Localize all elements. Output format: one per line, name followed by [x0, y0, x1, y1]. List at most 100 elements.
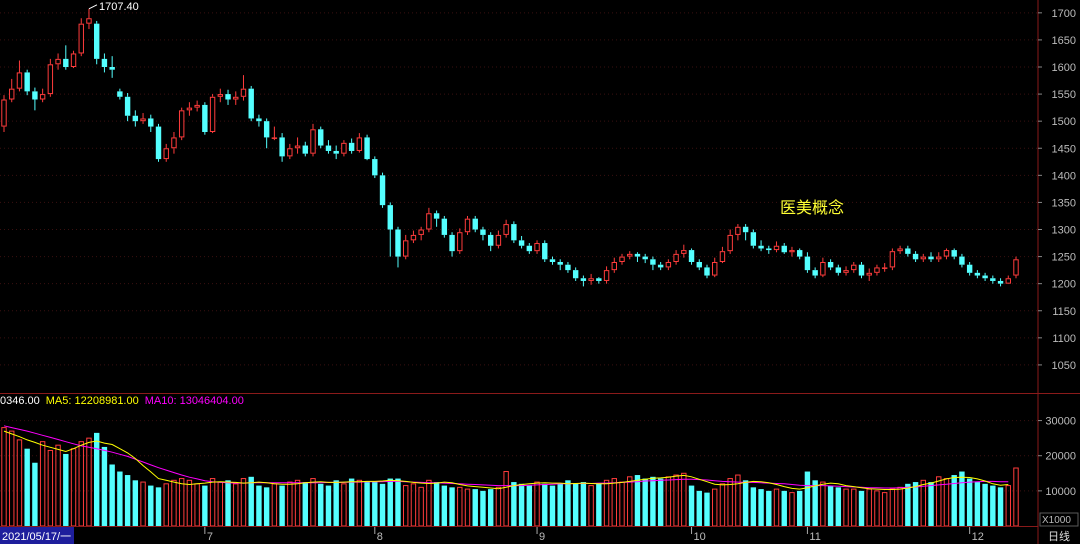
volume-bar[interactable]	[387, 478, 393, 526]
volume-bar[interactable]	[109, 464, 115, 527]
volume-bar[interactable]	[673, 474, 679, 527]
candle[interactable]	[557, 259, 563, 271]
candle[interactable]	[897, 245, 903, 254]
volume-bar[interactable]	[426, 479, 432, 527]
candle[interactable]	[518, 236, 525, 249]
volume-bar[interactable]	[565, 480, 571, 526]
candle[interactable]	[101, 53, 108, 73]
candle[interactable]	[959, 253, 965, 268]
volume-bars[interactable]	[1, 427, 1019, 527]
volume-bar[interactable]	[750, 487, 757, 526]
volume-bar[interactable]	[480, 490, 486, 526]
volume-bar[interactable]	[735, 474, 741, 527]
volume-bar[interactable]	[464, 488, 471, 527]
volume-bar[interactable]	[974, 482, 981, 526]
candle[interactable]	[820, 257, 826, 278]
volume-bar[interactable]	[155, 487, 162, 526]
volume-bar[interactable]	[766, 490, 772, 526]
candle[interactable]	[812, 267, 818, 279]
volume-bar[interactable]	[866, 488, 872, 527]
candle[interactable]	[124, 93, 131, 122]
candle[interactable]	[588, 273, 594, 285]
candle[interactable]	[696, 259, 702, 271]
candle[interactable]	[271, 126, 278, 141]
candle[interactable]	[341, 140, 347, 157]
volume-bar[interactable]	[487, 489, 494, 526]
volume-bar[interactable]	[681, 472, 687, 527]
volume-bar[interactable]	[364, 482, 370, 526]
volume-bar[interactable]	[758, 489, 764, 526]
volume-bar[interactable]	[287, 481, 293, 527]
volume-bar[interactable]	[835, 487, 842, 526]
volume-bar[interactable]	[851, 488, 857, 527]
volume-bar[interactable]	[1013, 467, 1019, 527]
volume-bar[interactable]	[572, 483, 579, 526]
volume-bar[interactable]	[827, 485, 834, 526]
volume-bar[interactable]	[905, 483, 911, 526]
candle[interactable]	[773, 241, 780, 253]
candle[interactable]	[47, 58, 54, 97]
volume-bar[interactable]	[696, 490, 702, 526]
volume-bar[interactable]	[124, 475, 131, 526]
candle[interactable]	[39, 88, 46, 103]
volume-bar[interactable]	[379, 483, 386, 526]
volume-bar[interactable]	[433, 482, 440, 526]
volume-bar[interactable]	[959, 471, 965, 526]
volume-bar[interactable]	[24, 448, 30, 526]
volume-bar[interactable]	[202, 485, 208, 526]
candle[interactable]	[936, 252, 942, 262]
candle[interactable]	[565, 262, 571, 273]
volume-bar[interactable]	[943, 478, 950, 527]
volume-bar[interactable]	[318, 483, 324, 526]
volume-bar[interactable]	[820, 481, 826, 527]
volume-bar[interactable]	[804, 471, 811, 526]
volume-bar[interactable]	[596, 483, 602, 526]
volume-bar[interactable]	[1, 427, 7, 527]
volume-bar[interactable]	[63, 453, 69, 526]
candle[interactable]	[480, 226, 486, 241]
volume-bar[interactable]	[719, 483, 726, 527]
candle[interactable]	[302, 141, 308, 157]
volume-bar[interactable]	[310, 478, 316, 527]
candle[interactable]	[186, 102, 193, 116]
volume-bar[interactable]	[449, 487, 455, 526]
candle[interactable]	[464, 215, 471, 235]
candle[interactable]	[63, 45, 69, 70]
candle[interactable]	[426, 207, 432, 233]
volume-bar[interactable]	[403, 485, 409, 527]
candle[interactable]	[294, 137, 301, 154]
volume-bar[interactable]	[920, 479, 927, 527]
candle[interactable]	[32, 87, 38, 111]
volume-bar[interactable]	[781, 490, 787, 526]
candle[interactable]	[673, 250, 679, 265]
volume-bar[interactable]	[163, 483, 169, 527]
volume-bar[interactable]	[773, 488, 780, 527]
candle[interactable]	[534, 240, 540, 254]
volume-bar[interactable]	[410, 483, 417, 527]
candle[interactable]	[889, 248, 896, 271]
candle[interactable]	[990, 275, 996, 284]
candle[interactable]	[928, 252, 934, 262]
candle[interactable]	[503, 219, 509, 238]
candle[interactable]	[634, 252, 641, 262]
volume-bar[interactable]	[557, 483, 563, 526]
candle[interactable]	[1013, 256, 1019, 279]
candle[interactable]	[843, 266, 849, 276]
volume-bar[interactable]	[518, 483, 525, 526]
volume-bar[interactable]	[70, 448, 77, 527]
candle[interactable]	[449, 232, 455, 257]
candle[interactable]	[194, 100, 200, 112]
volume-bar[interactable]	[812, 480, 818, 526]
candle[interactable]	[572, 267, 579, 281]
candle[interactable]	[233, 91, 239, 105]
volume-bar[interactable]	[217, 481, 224, 527]
candle[interactable]	[240, 75, 247, 101]
volume-bar[interactable]	[951, 475, 957, 526]
candle[interactable]	[596, 277, 602, 284]
candle[interactable]	[665, 259, 672, 271]
volume-bar[interactable]	[511, 482, 517, 526]
volume-bar[interactable]	[665, 476, 672, 527]
volume-bar[interactable]	[248, 476, 254, 526]
candle[interactable]	[225, 89, 231, 105]
candle[interactable]	[178, 107, 185, 141]
